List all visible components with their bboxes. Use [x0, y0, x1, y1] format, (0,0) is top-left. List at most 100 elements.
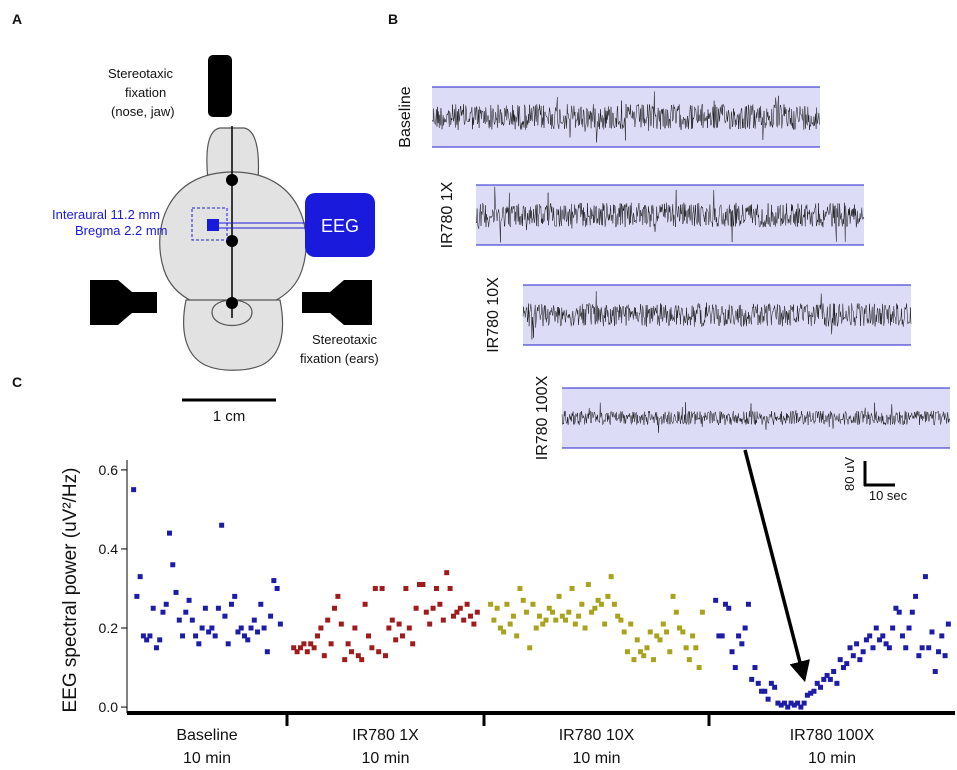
point	[873, 625, 879, 631]
point	[821, 676, 827, 682]
point	[693, 645, 699, 651]
x-tick-label: Baseline	[176, 727, 237, 744]
point	[167, 530, 172, 536]
point	[298, 645, 303, 651]
point	[251, 617, 257, 623]
x-tick-label: IR780 100X	[790, 727, 875, 744]
point	[752, 665, 758, 671]
point	[196, 641, 202, 647]
point	[501, 629, 507, 635]
point	[550, 609, 556, 615]
point	[677, 625, 683, 631]
point	[464, 601, 470, 607]
point	[474, 609, 480, 615]
point	[153, 645, 159, 651]
point	[608, 574, 614, 580]
point	[572, 621, 578, 627]
point	[883, 641, 889, 647]
point	[403, 585, 409, 591]
point	[903, 645, 909, 651]
point	[222, 613, 228, 619]
point	[393, 637, 399, 643]
point	[434, 585, 439, 591]
point	[413, 605, 419, 611]
bregma-label: Bregma 2.2 mm	[75, 223, 167, 238]
point	[437, 601, 443, 607]
point	[863, 637, 869, 643]
trace-label: IR780 1X	[439, 181, 456, 248]
point	[383, 653, 388, 659]
point	[321, 653, 327, 659]
point	[173, 589, 179, 595]
point	[736, 633, 742, 639]
point	[447, 585, 453, 591]
point	[605, 593, 611, 599]
point	[134, 593, 140, 599]
point	[814, 680, 820, 686]
point	[667, 649, 673, 655]
point	[690, 633, 696, 639]
point	[228, 601, 234, 607]
point	[410, 641, 416, 647]
point	[523, 609, 529, 615]
point	[867, 633, 873, 639]
point	[595, 597, 601, 603]
point	[660, 621, 666, 627]
point	[444, 570, 450, 576]
point	[355, 653, 361, 659]
point	[837, 657, 843, 663]
point	[775, 700, 781, 706]
point	[631, 657, 637, 663]
point	[540, 621, 546, 627]
trace-label: IR780 10X	[485, 277, 502, 353]
point	[585, 582, 591, 588]
point	[212, 633, 218, 639]
point	[824, 672, 830, 678]
y-tick-label: 0.4	[99, 541, 119, 557]
point	[673, 609, 679, 615]
point	[359, 657, 365, 663]
point	[945, 621, 951, 627]
point	[781, 700, 787, 706]
point	[325, 617, 331, 623]
point	[451, 613, 456, 619]
nose-label: Stereotaxic fixation (nose, jaw)	[108, 66, 177, 119]
point	[235, 629, 241, 635]
point	[729, 649, 735, 655]
point	[527, 645, 533, 651]
point	[301, 641, 307, 647]
point	[936, 649, 942, 655]
brain	[159, 127, 307, 371]
point	[423, 609, 429, 615]
point	[827, 676, 833, 682]
point	[772, 684, 778, 690]
point	[533, 625, 539, 631]
point	[315, 633, 320, 639]
point	[847, 645, 853, 651]
point	[468, 613, 473, 619]
landmark	[226, 297, 238, 309]
point	[520, 597, 526, 603]
y-tick-label: 0.0	[99, 699, 119, 715]
point	[916, 653, 922, 659]
point	[566, 609, 572, 615]
point	[186, 597, 192, 603]
scale-time: 10 sec	[869, 488, 908, 503]
point	[131, 487, 137, 493]
point	[386, 625, 392, 631]
y-tick-label: 0.6	[99, 462, 119, 478]
point	[274, 585, 280, 591]
point	[804, 692, 810, 698]
point	[634, 637, 640, 643]
line: fixation (ears)	[300, 351, 379, 366]
point	[440, 617, 446, 623]
point	[877, 637, 883, 643]
point	[857, 657, 863, 663]
point	[215, 605, 221, 611]
point	[372, 585, 378, 591]
point	[400, 633, 405, 639]
point	[379, 585, 385, 591]
point	[755, 680, 761, 686]
point	[318, 625, 324, 631]
point	[183, 609, 189, 615]
